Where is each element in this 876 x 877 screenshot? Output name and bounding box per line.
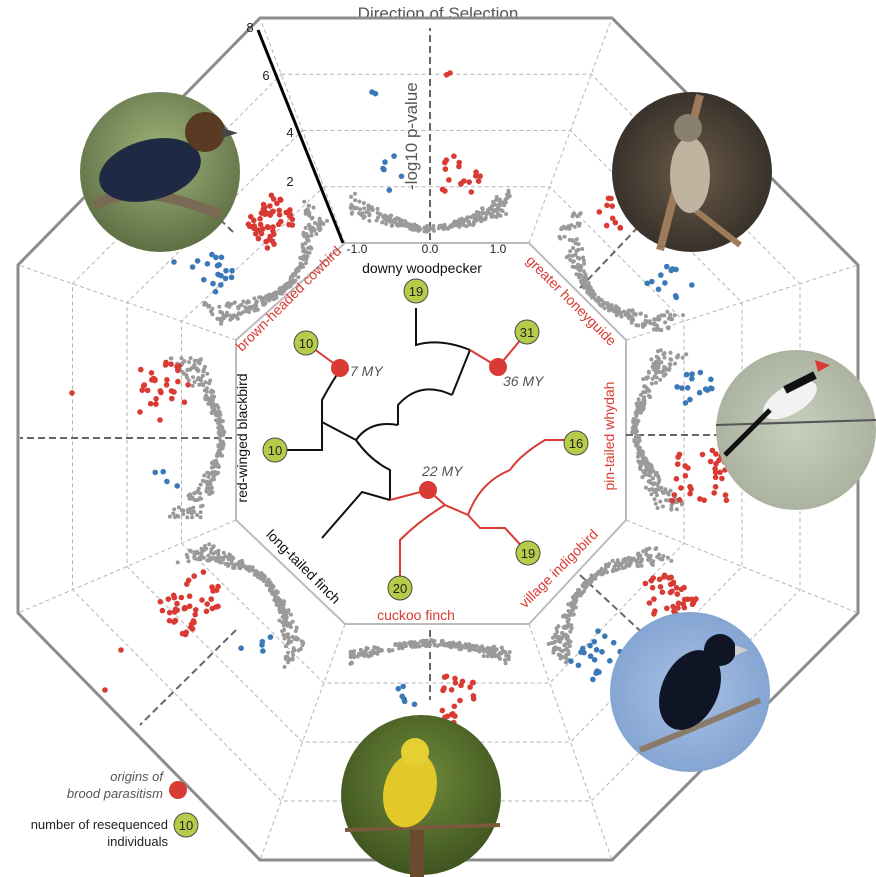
- n-honeyguide: 31: [520, 325, 534, 340]
- n-node-blackbird: 10: [262, 437, 288, 463]
- origin-node-honeyguide: [489, 358, 507, 376]
- origin-node-cowbird: [331, 359, 349, 377]
- legend-resequenced-line2: individuals: [107, 834, 168, 849]
- sector-dividers: [17, 17, 859, 861]
- label-village-indigobird: village indigobird: [516, 526, 601, 611]
- legend-origins-line1: origins of: [110, 769, 163, 784]
- bird-photo-whydah: [715, 350, 876, 510]
- y-tick-8: 8: [246, 20, 253, 35]
- y-tick-4: 4: [286, 125, 293, 140]
- legend-n-value: 10: [179, 818, 193, 833]
- label-cuckoo-finch: cuckoo finch: [377, 607, 455, 623]
- n-cowbird: 10: [299, 336, 313, 351]
- x-tick-1: 1.0: [490, 242, 507, 256]
- bird-photo-cuckoo-finch: [341, 715, 501, 877]
- n-node-indigobird: 19: [515, 540, 541, 566]
- y-tick-6: 6: [262, 68, 269, 83]
- label-downy-woodpecker: downy woodpecker: [362, 260, 482, 276]
- y-tick-2: 2: [286, 174, 293, 189]
- label-red-winged-blackbird: red-winged blackbird: [234, 373, 250, 502]
- n-node-cuckoo-finch: 20: [387, 575, 413, 601]
- bird-photo-honeyguide: [612, 92, 772, 252]
- legend-resequenced: number of resequenced individuals: [0, 816, 168, 850]
- parasitism-origins: 7 MY 36 MY 22 MY: [331, 358, 545, 499]
- n-node-honeyguide: 31: [514, 319, 540, 345]
- n-cuckoo-finch: 20: [393, 581, 407, 596]
- legend-origins-line2: brood parasitism: [66, 786, 163, 801]
- n-whydah: 16: [569, 436, 583, 451]
- n-indigobird: 19: [521, 546, 535, 561]
- origin-label-36my: 36 MY: [503, 373, 545, 389]
- sample-size-nodes: 19 31 16 19 20 10 10: [262, 278, 589, 601]
- x-tick-0: 0.0: [422, 242, 439, 256]
- x-tick-neg1: -1.0: [347, 242, 368, 256]
- legend-resequenced-line1: number of resequenced: [30, 817, 168, 832]
- n-node-cowbird: 10: [293, 330, 319, 356]
- origin-label-22my: 22 MY: [421, 463, 464, 479]
- n-woodpecker: 19: [409, 284, 423, 299]
- bird-photo-indigobird: [610, 612, 770, 772]
- y-axis-label: -log10 p-value: [402, 82, 421, 190]
- legend-origins: origins of brood parasitism: [0, 768, 163, 802]
- p-value-axis: 2 4 6 8 -log10 p-value -1.0 0.0 1.0: [246, 20, 506, 256]
- n-node-whydah: 16: [563, 430, 589, 456]
- label-brown-headed-cowbird: brown-headed cowbird: [233, 243, 344, 354]
- bird-photo-cowbird: [80, 92, 240, 252]
- n-blackbird: 10: [268, 443, 282, 458]
- species-labels: downy woodpecker greater honeyguide pin-…: [233, 243, 620, 623]
- legend-n-marker: 10: [173, 812, 199, 838]
- n-node-woodpecker: 19: [403, 278, 429, 304]
- origin-node-finch: [419, 481, 437, 499]
- label-pin-tailed-whydah: pin-tailed whydah: [601, 382, 617, 491]
- selection-scatter-points: [69, 70, 730, 726]
- legend-origin-marker: [169, 781, 187, 799]
- origin-label-7my: 7 MY: [350, 363, 384, 379]
